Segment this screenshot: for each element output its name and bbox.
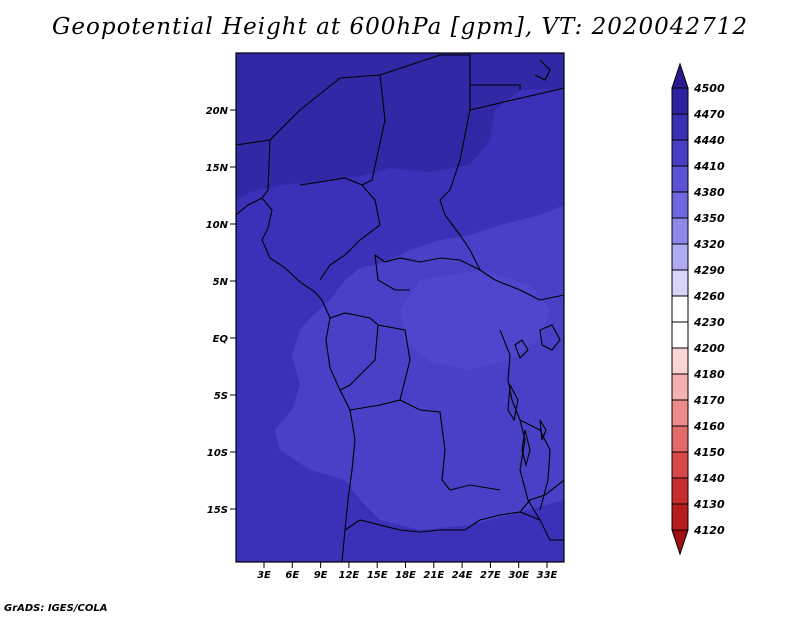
longitude-axis: 3E 6E 9E 12E 15E 18E 21E 24E 27E 30E 33E bbox=[257, 562, 558, 581]
colorbar-segment bbox=[671, 243, 689, 271]
lat-tick-label: 5N bbox=[213, 277, 229, 288]
colorbar-label: 4500 bbox=[693, 82, 725, 95]
colorbar-label: 4380 bbox=[693, 186, 725, 199]
colorbar-label: 4290 bbox=[693, 264, 725, 277]
colorbar-label: 4260 bbox=[693, 290, 725, 303]
lon-tick-label: 27E bbox=[480, 570, 501, 581]
country-borders bbox=[236, 54, 564, 562]
colorbar-segment bbox=[671, 113, 689, 141]
field-4470 bbox=[236, 53, 564, 200]
lon-tick-label: 9E bbox=[314, 570, 328, 581]
lat-tick-label: 5S bbox=[214, 391, 228, 402]
lon-tick-label: 33E bbox=[537, 570, 558, 581]
latitude-axis: 20N 15N 10N 5N EQ 5S 10S 15S bbox=[206, 106, 236, 516]
colorbar-segment bbox=[671, 503, 689, 531]
colorbar-segment bbox=[671, 191, 689, 219]
lon-tick-label: 21E bbox=[423, 570, 444, 581]
colorbar-label: 4130 bbox=[693, 498, 725, 511]
colorbar-label: 4350 bbox=[693, 212, 725, 225]
colorbar-label: 4140 bbox=[693, 472, 725, 485]
colorbar-label: 4320 bbox=[693, 238, 725, 251]
colorbar-over-triangle bbox=[671, 62, 689, 89]
colorbar-segment bbox=[671, 321, 689, 349]
lon-tick-label: 30E bbox=[508, 570, 529, 581]
height-field bbox=[236, 53, 564, 562]
lon-tick-label: 6E bbox=[285, 570, 299, 581]
lat-tick-label: 10N bbox=[206, 220, 229, 231]
colorbar-label: 4170 bbox=[693, 394, 725, 407]
colorbar-under-triangle bbox=[671, 529, 689, 556]
colorbar-segment bbox=[671, 373, 689, 401]
lon-tick-label: 18E bbox=[395, 570, 416, 581]
colorbar-label: 4470 bbox=[693, 108, 725, 121]
colorbar-label: 4180 bbox=[693, 368, 725, 381]
colorbar-label: 4230 bbox=[693, 316, 725, 329]
colorbar-segment bbox=[671, 295, 689, 323]
colorbar-segment bbox=[671, 217, 689, 245]
lon-tick-label: 15E bbox=[367, 570, 388, 581]
colorbar-label: 4120 bbox=[693, 524, 725, 537]
colorbar-label: 4150 bbox=[693, 446, 725, 459]
colorbar-label: 4160 bbox=[693, 420, 725, 433]
colorbar-segment bbox=[671, 165, 689, 193]
colorbar-label: 4200 bbox=[693, 342, 725, 355]
colorbar-label: 4440 bbox=[693, 134, 725, 147]
colorbar-segment bbox=[671, 425, 689, 453]
lon-tick-label: 12E bbox=[339, 570, 360, 581]
colorbar-segment bbox=[671, 477, 689, 505]
colorbar-segment bbox=[671, 399, 689, 427]
lat-tick-label: 15S bbox=[207, 505, 228, 516]
lat-tick-label: 20N bbox=[206, 106, 229, 117]
lat-tick-label: 15N bbox=[206, 163, 229, 174]
lon-tick-label: 3E bbox=[257, 570, 271, 581]
colorbar-segment bbox=[671, 87, 689, 115]
grads-credit: GrADS: IGES/COLA bbox=[4, 603, 108, 614]
colorbar: 4500 4470 4440 4410 4380 4350 4320 4290 4260 4230… bbox=[671, 62, 725, 556]
map-title: Geopotential Height at 600hPa [gpm], VT:… bbox=[52, 14, 748, 40]
field-4410-core bbox=[400, 270, 550, 370]
lon-tick-label: 24E bbox=[452, 570, 473, 581]
colorbar-segment bbox=[671, 347, 689, 375]
map-frame bbox=[235, 52, 565, 563]
colorbar-segment bbox=[671, 269, 689, 297]
colorbar-segment bbox=[671, 451, 689, 479]
colorbar-label: 4410 bbox=[693, 160, 725, 173]
lat-tick-label: 10S bbox=[207, 448, 228, 459]
colorbar-segment bbox=[671, 139, 689, 167]
lat-tick-label: EQ bbox=[213, 334, 229, 345]
